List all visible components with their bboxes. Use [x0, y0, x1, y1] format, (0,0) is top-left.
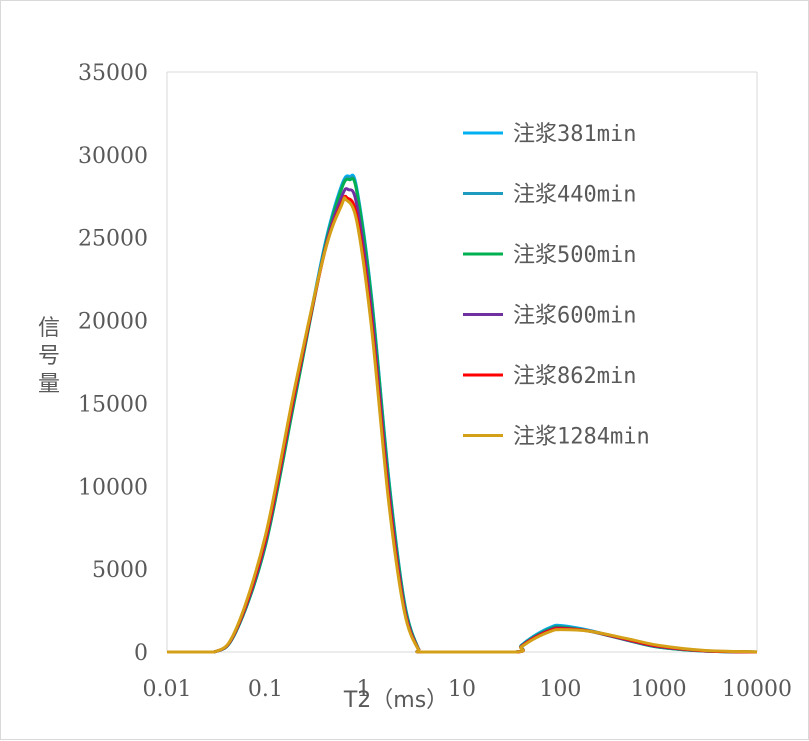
legend: 注浆381min 注浆440min 注浆500min 注浆600min 注浆862min…	[463, 122, 650, 450]
x-tick-label: 1	[357, 677, 371, 702]
y-axis-title-char: 量	[38, 372, 60, 397]
y-axis-title-char: 信	[38, 316, 60, 341]
legend-label: 注浆600min	[513, 304, 636, 329]
y-tick-label: 10000	[78, 475, 148, 500]
legend-label: 注浆381min	[513, 122, 636, 147]
y-tick-label: 0	[134, 641, 148, 666]
y-tick-label: 15000	[78, 392, 148, 417]
y-tick-label: 30000	[78, 144, 148, 169]
y-tick-label: 5000	[92, 558, 148, 583]
x-tick-label: 1000	[631, 677, 687, 702]
legend-label: 注浆500min	[513, 243, 636, 268]
legend-label: 注浆862min	[513, 364, 636, 389]
y-axis-title: 信号量	[38, 316, 60, 397]
y-axis-title-char: 号	[38, 344, 60, 369]
legend-label: 注浆440min	[513, 183, 636, 208]
y-tick-label: 25000	[78, 227, 148, 252]
x-tick-label: 10	[448, 677, 476, 702]
x-tick-label: 0.1	[248, 677, 283, 702]
series-line-4	[166, 187, 758, 654]
y-tick-label: 35000	[78, 61, 148, 86]
series-lines	[166, 173, 758, 654]
x-axis-title: T2（ms）	[343, 688, 448, 713]
x-tick-label: 10000	[722, 677, 792, 702]
x-tick-label: 0.01	[143, 677, 192, 702]
legend-label: 注浆1284min	[513, 425, 650, 450]
x-axis-ticks: 0.01 0.1 1 10 100 1000 10000	[143, 677, 792, 702]
x-tick-label: 100	[539, 677, 581, 702]
y-tick-label: 20000	[78, 310, 148, 335]
y-axis-ticks: 0 5000 10000 15000 20000 25000 30000 35000	[78, 61, 148, 666]
series-line-6	[166, 196, 758, 654]
